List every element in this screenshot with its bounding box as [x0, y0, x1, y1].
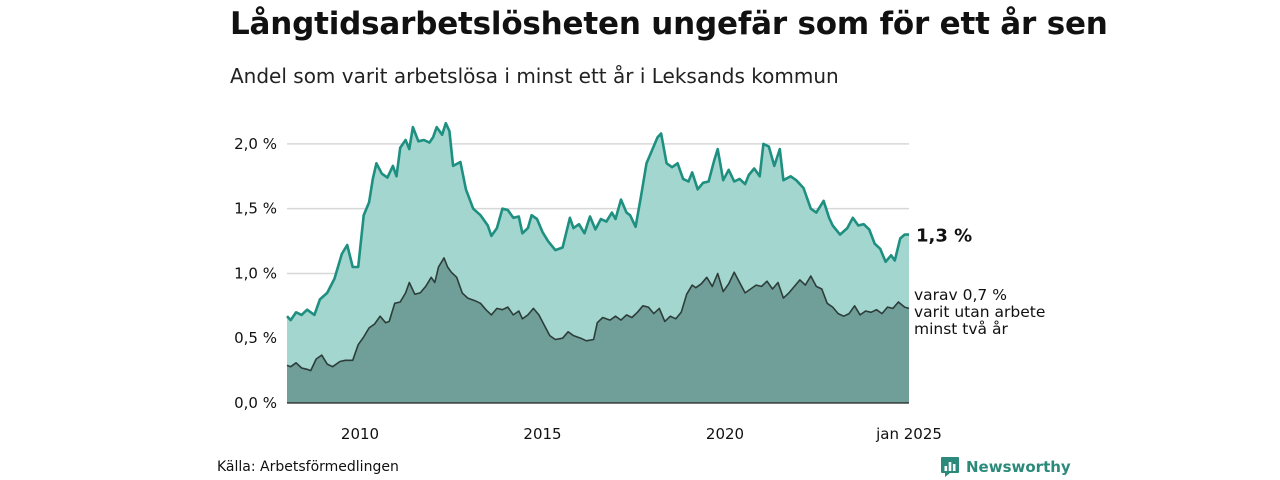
chart-subtitle: Andel som varit arbetslösa i minst ett å… — [230, 64, 839, 88]
x-tick-label: 2015 — [523, 425, 561, 443]
long-term-end-label: varav 0,7 % varit utan arbete minst två år — [914, 286, 1045, 338]
y-tick-label: 2,0 % — [234, 135, 277, 153]
x-axis-ticks: 2010 2015 2020 jan 2025 — [341, 425, 942, 443]
y-tick-label: 1,5 % — [234, 200, 277, 218]
x-tick-label: 2010 — [341, 425, 379, 443]
total-line — [286, 121, 909, 322]
total-end-label: 1,3 % — [916, 226, 972, 247]
source-note: Källa: Arbetsförmedlingen — [217, 459, 399, 475]
long-term-label-line: varit utan arbete — [914, 303, 1045, 321]
brand-logo[interactable]: Newsworthy — [940, 456, 1071, 478]
newsworthy-bar-icon — [941, 457, 959, 477]
long-term-label-line: minst två år — [914, 320, 1008, 338]
x-tick-label: jan 2025 — [875, 425, 942, 443]
long-term-area — [287, 257, 909, 403]
y-axis-ticks: 0,0 % 0,5 % 1,0 % 1,5 % 2,0 % — [234, 135, 277, 412]
long-term-line — [286, 257, 910, 372]
x-tick-label: 2020 — [706, 425, 744, 443]
y-tick-label: 0,0 % — [234, 394, 277, 412]
y-tick-label: 0,5 % — [234, 329, 277, 347]
chart-title: Långtidsarbetslösheten ungefär som för e… — [230, 6, 1108, 42]
y-tick-label: 1,0 % — [234, 264, 277, 282]
long-term-label-line: varav 0,7 % — [914, 286, 1007, 304]
brand-name: Newsworthy — [966, 458, 1071, 476]
